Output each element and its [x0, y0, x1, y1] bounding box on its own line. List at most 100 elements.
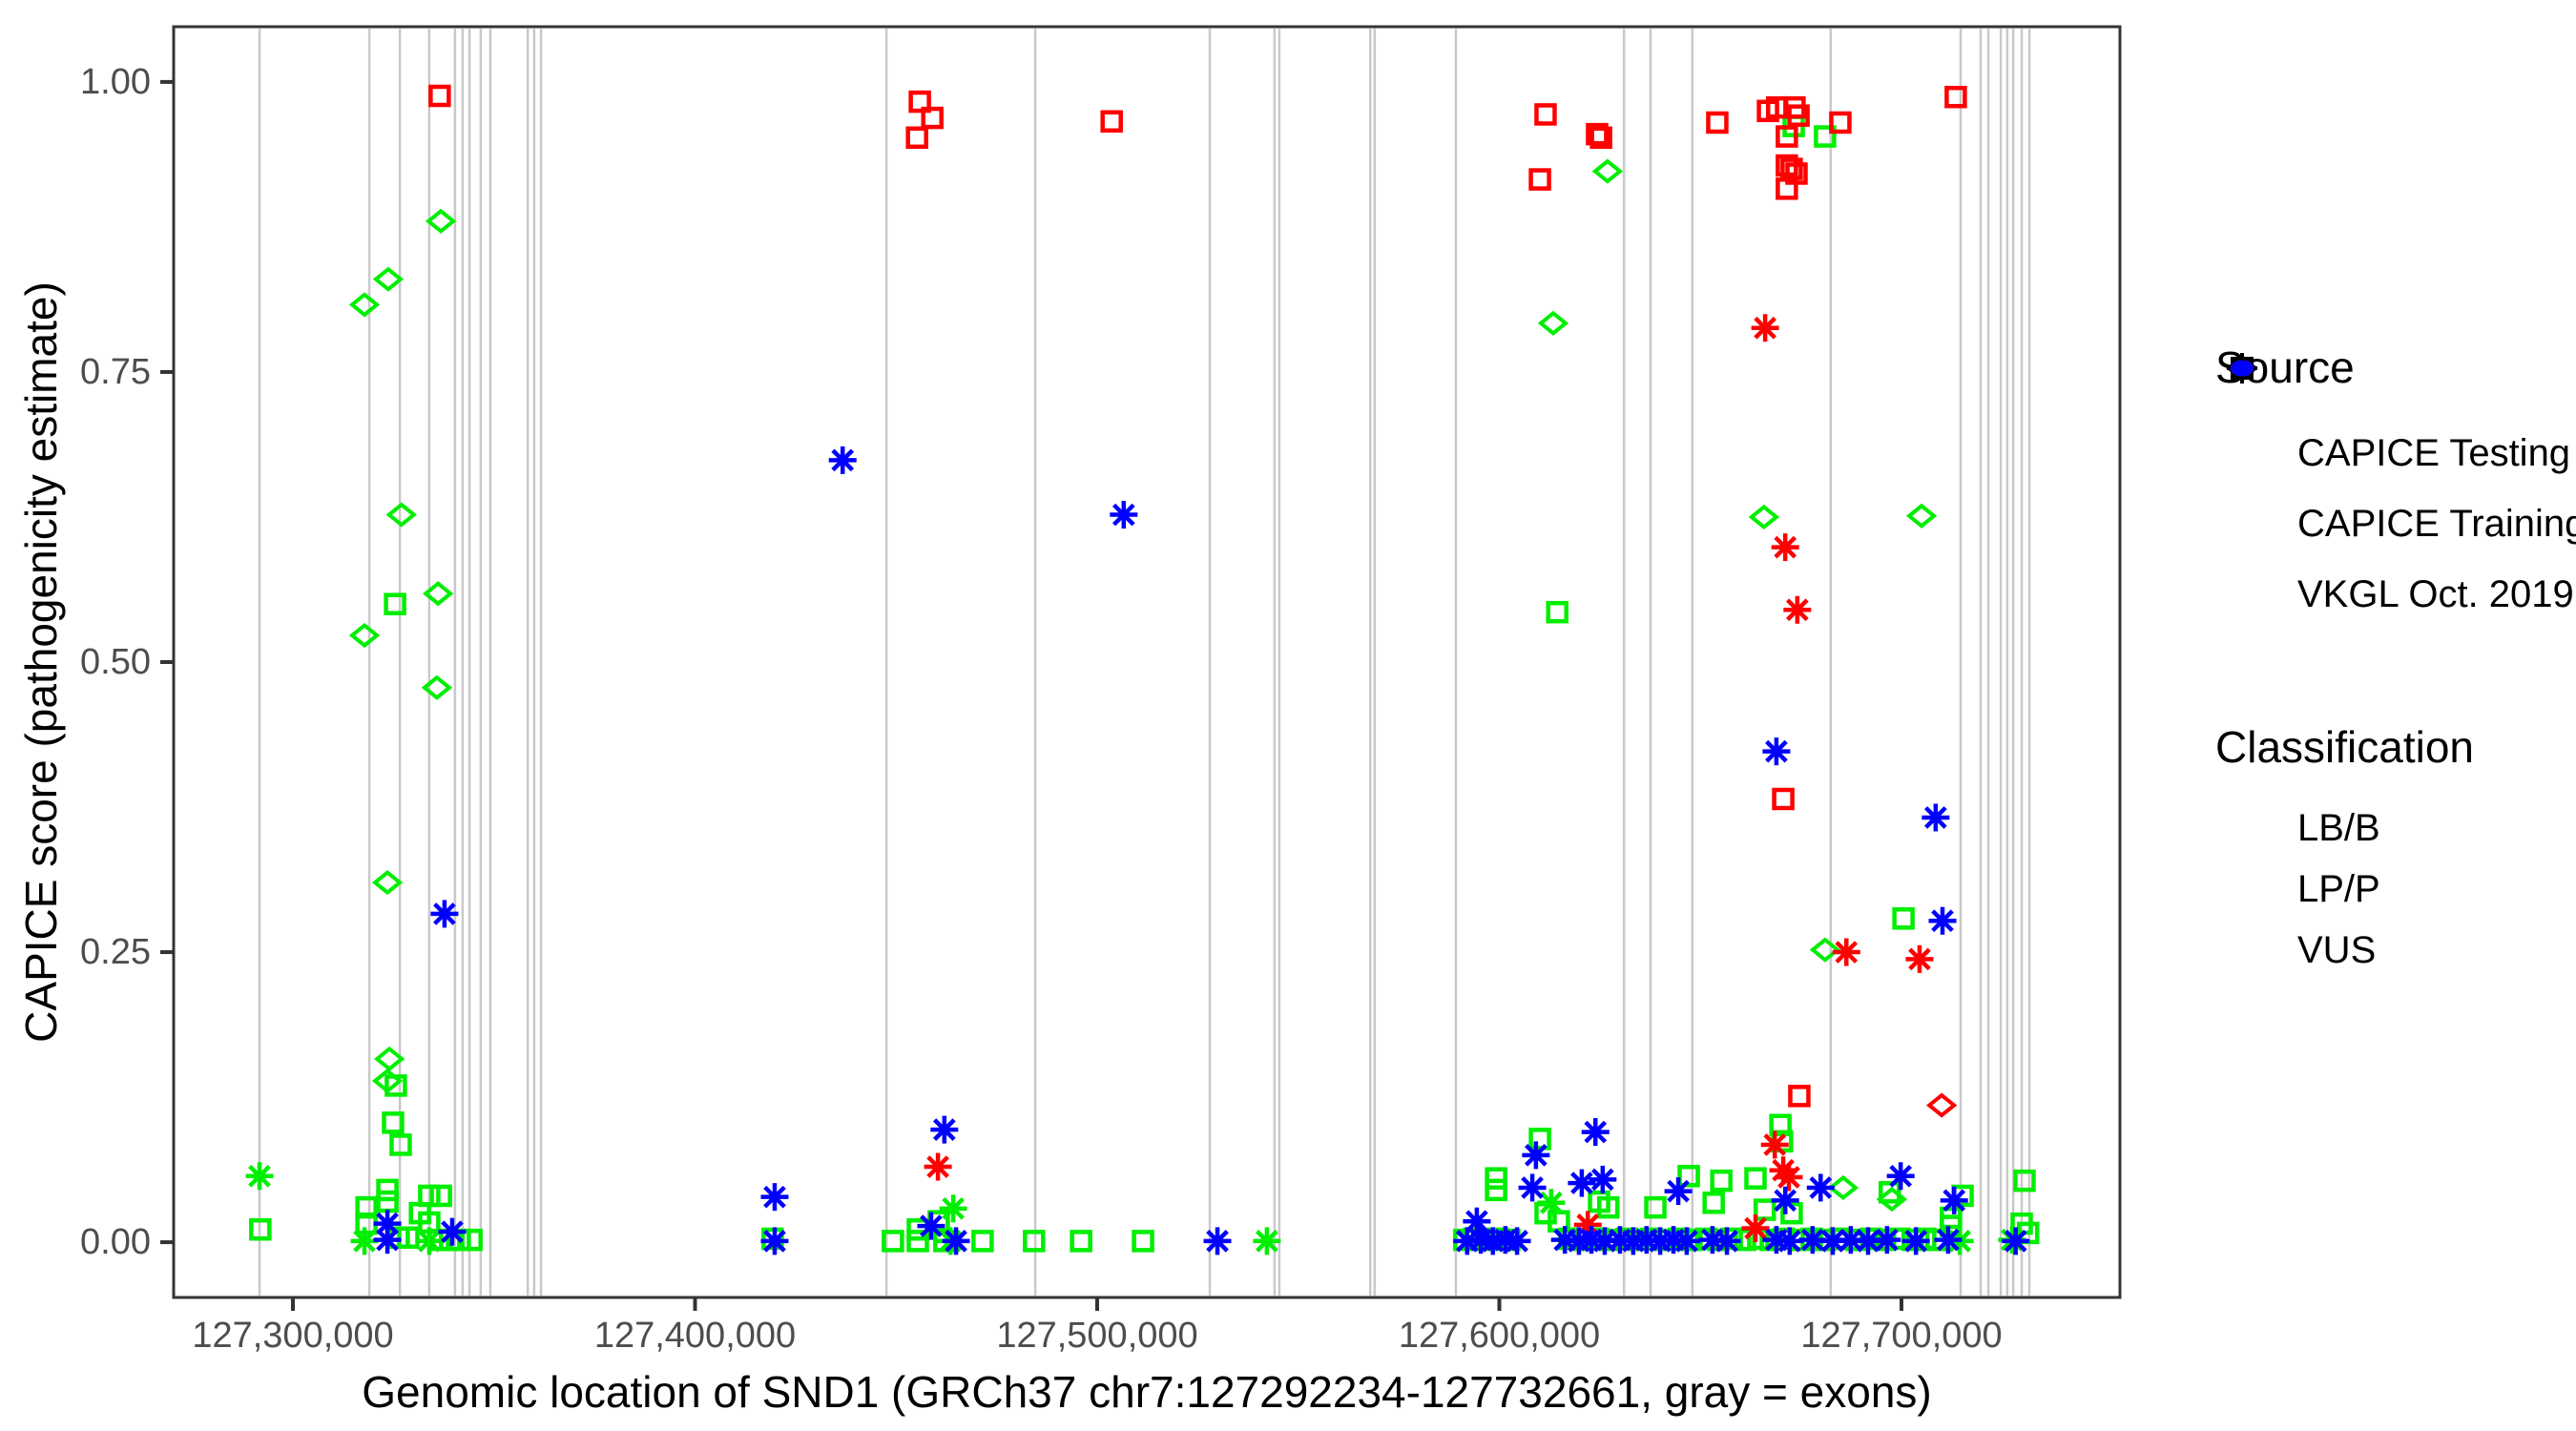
- data-point-diamond: [422, 581, 454, 607]
- data-point-asterisk: [1886, 1162, 1915, 1191]
- data-point-asterisk: [1672, 1227, 1701, 1255]
- legend-item-label: LP/P: [2297, 867, 2380, 910]
- x-tick-label: 127,600,000: [1398, 1316, 1601, 1356]
- data-point-asterisk: [2002, 1227, 2030, 1255]
- data-point-square: [376, 1190, 399, 1213]
- data-point-diamond: [373, 1046, 405, 1072]
- data-point-asterisk: [1537, 1189, 1566, 1217]
- data-point-diamond: [1905, 503, 1938, 529]
- data-point-diamond: [1748, 504, 1780, 530]
- legend-item-label: VKGL Oct. 2019: [2297, 572, 2574, 615]
- data-point-asterisk: [1751, 314, 1779, 342]
- data-point-diamond: [1876, 1187, 1908, 1213]
- data-point-diamond: [1809, 937, 1841, 963]
- data-point-asterisk: [245, 1162, 274, 1191]
- data-point-asterisk: [942, 1227, 970, 1255]
- data-point-asterisk: [1798, 1226, 1827, 1255]
- data-point-asterisk: [1771, 533, 1799, 562]
- data-point-square: [1744, 1167, 1767, 1190]
- data-point-square: [1706, 111, 1729, 135]
- data-point-diamond: [1925, 1092, 1958, 1118]
- legend-item-label: LB/B: [2297, 806, 2380, 849]
- data-point-diamond: [385, 502, 418, 528]
- y-tick-label: 0.50: [80, 642, 151, 682]
- data-point-asterisk: [1589, 1165, 1617, 1193]
- data-point-asterisk: [924, 1152, 952, 1181]
- data-point-asterisk: [1581, 1118, 1610, 1147]
- data-point-diamond: [348, 292, 381, 318]
- data-point-square: [382, 1111, 405, 1134]
- data-point-asterisk: [1783, 595, 1812, 624]
- data-point-square: [1586, 122, 1609, 146]
- data-point-square: [1776, 177, 1798, 200]
- x-tick-label: 127,300,000: [192, 1316, 394, 1356]
- data-point-asterisk: [1522, 1141, 1550, 1170]
- data-point-asterisk: [1503, 1227, 1531, 1255]
- data-point-asterisk: [1762, 737, 1791, 766]
- legend-classification: Classification LB/B LP/P VUS: [2215, 360, 2576, 981]
- data-point-square: [1788, 1085, 1811, 1108]
- legend-item-capice-testing: CAPICE Testing: [2215, 354, 2576, 488]
- data-point-asterisk: [1905, 944, 1934, 973]
- data-point-square: [249, 1217, 272, 1241]
- data-point-diamond: [371, 870, 404, 896]
- legend-item-label: VUS: [2297, 928, 2377, 971]
- data-point-asterisk: [1463, 1207, 1491, 1235]
- data-point-asterisk: [1760, 1130, 1789, 1159]
- data-point-square: [1702, 1192, 1725, 1214]
- data-point-asterisk: [1934, 1226, 1963, 1255]
- y-tick-label: 1.00: [80, 61, 151, 102]
- data-point-asterisk: [1741, 1214, 1770, 1243]
- legend-item-label: CAPICE Testing: [2297, 431, 2571, 474]
- legend-item-label: CAPICE Training: [2297, 502, 2576, 545]
- legend-item-vus: VUS: [2215, 360, 2576, 981]
- data-point-diamond: [348, 622, 381, 649]
- data-point-asterisk: [1110, 501, 1138, 529]
- panel-border: [172, 25, 2122, 1299]
- data-point-square: [1485, 1178, 1507, 1202]
- data-point-square: [906, 1230, 929, 1253]
- data-point-square: [908, 90, 931, 114]
- data-point-asterisk: [1713, 1227, 1741, 1255]
- data-point-asterisk: [1854, 1227, 1882, 1255]
- data-point-diamond: [1591, 158, 1624, 184]
- data-point-square: [1944, 85, 1967, 109]
- data-point-square: [1589, 126, 1612, 150]
- data-point-asterisk: [438, 1217, 467, 1246]
- data-point-square: [2013, 1169, 2036, 1192]
- data-point-square: [921, 106, 944, 130]
- x-tick-label: 127,400,000: [593, 1316, 797, 1356]
- data-point-square: [1753, 1198, 1776, 1221]
- data-point-square: [1132, 1230, 1154, 1253]
- data-point-square: [429, 1184, 452, 1208]
- data-point-asterisk: [1771, 1186, 1799, 1214]
- data-point-asterisk: [430, 900, 459, 928]
- y-tick-label: 0.25: [80, 932, 151, 973]
- data-point-square: [1070, 1230, 1092, 1253]
- legend-item-lbb: LB/B: [2215, 360, 2576, 859]
- data-point-square: [1546, 600, 1568, 624]
- data-point-square: [1677, 1165, 1700, 1188]
- y-tick-label: 0.00: [80, 1222, 151, 1263]
- legend: Source CAPICE Testing CAPICE Training: [2215, 342, 2576, 981]
- data-point-asterisk: [1806, 1173, 1835, 1202]
- data-point-square: [1644, 1195, 1667, 1219]
- data-point-diamond: [1827, 1174, 1859, 1201]
- y-tick-label: 0.75: [80, 351, 151, 392]
- data-point-square: [971, 1230, 994, 1253]
- data-point-square: [1879, 1181, 1901, 1204]
- data-point-diamond: [421, 674, 453, 700]
- x-tick-label: 127,500,000: [996, 1316, 1198, 1356]
- legend-gap: [2215, 630, 2576, 721]
- data-point-asterisk: [760, 1227, 789, 1255]
- data-point-asterisk: [760, 1183, 789, 1212]
- data-point-diamond: [1537, 310, 1569, 336]
- data-point-asterisk: [1901, 1227, 1930, 1255]
- data-point-asterisk: [1873, 1226, 1901, 1255]
- data-point-asterisk: [1203, 1227, 1232, 1255]
- legend-classification-title: Classification: [2215, 722, 2474, 772]
- data-point-diamond: [372, 266, 405, 292]
- data-point-square: [1100, 110, 1123, 133]
